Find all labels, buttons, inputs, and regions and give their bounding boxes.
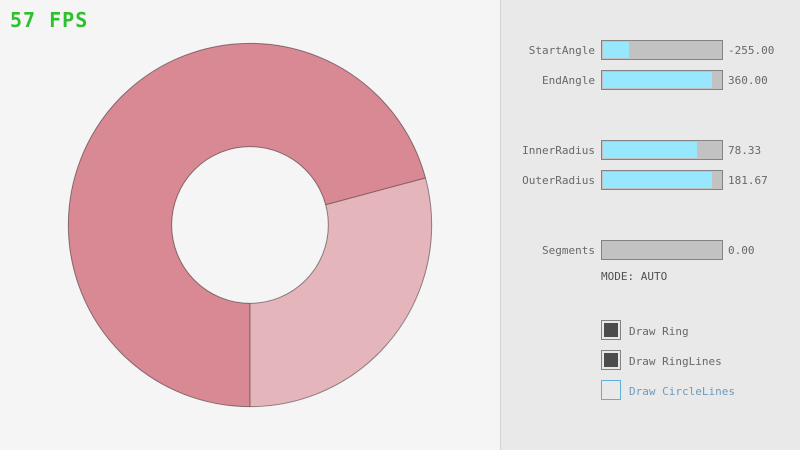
slider-fill xyxy=(603,142,697,158)
checkbox-draw-circlelines[interactable]: Draw CircleLines xyxy=(501,380,800,400)
slider-innerradius[interactable] xyxy=(601,140,723,160)
slider-label-segments: Segments xyxy=(542,244,595,257)
checkbox-draw-ringlines[interactable]: Draw RingLines xyxy=(501,350,800,370)
slider-fill xyxy=(603,72,712,88)
slider-label-endangle: EndAngle xyxy=(542,74,595,87)
slider-value-startangle: -255.00 xyxy=(728,44,775,57)
ring-inner-line xyxy=(171,146,329,304)
slider-label-startangle: StartAngle xyxy=(528,44,595,57)
slider-fill xyxy=(603,42,630,58)
ring-overlap-sector xyxy=(68,43,426,407)
slider-row-innerradius: InnerRadius 78.33 xyxy=(501,140,800,160)
checkbox-label-draw-circlelines: Draw CircleLines xyxy=(629,385,735,398)
slider-value-innerradius: 78.33 xyxy=(728,144,762,157)
checkbox-label-draw-ringlines: Draw RingLines xyxy=(629,355,722,368)
slider-outerradius[interactable] xyxy=(601,170,723,190)
ring-start-line xyxy=(325,177,426,206)
slider-value-outerradius: 181.67 xyxy=(728,174,768,187)
fps-counter: 57 FPS xyxy=(10,8,89,32)
checkbox-box-draw-ringlines[interactable] xyxy=(601,350,621,370)
slider-endangle[interactable] xyxy=(601,70,723,90)
checkbox-box-draw-ring[interactable] xyxy=(601,320,621,340)
mode-label: MODE: AUTO xyxy=(601,270,668,283)
slider-value-segments: 0.00 xyxy=(728,244,755,257)
slider-row-endangle: EndAngle 360.00 xyxy=(501,70,800,90)
slider-segments[interactable] xyxy=(601,240,723,260)
checkbox-box-draw-circlelines[interactable] xyxy=(601,380,621,400)
slider-row-startangle: StartAngle -255.00 xyxy=(501,40,800,60)
checkbox-label-draw-ring: Draw Ring xyxy=(629,325,689,338)
slider-startangle[interactable] xyxy=(601,40,723,60)
checkbox-draw-ring[interactable]: Draw Ring xyxy=(501,320,800,340)
controls-panel: StartAngle -255.00 EndAngle 360.00 Inner… xyxy=(500,0,800,450)
slider-label-outerradius: OuterRadius xyxy=(522,174,595,187)
slider-label-innerradius: InnerRadius xyxy=(522,144,595,157)
slider-value-endangle: 360.00 xyxy=(728,74,768,87)
slider-fill xyxy=(603,172,712,188)
slider-row-segments: Segments 0.00 xyxy=(501,240,800,260)
ring-outer-line xyxy=(67,42,433,408)
slider-row-outerradius: OuterRadius 181.67 xyxy=(501,170,800,190)
